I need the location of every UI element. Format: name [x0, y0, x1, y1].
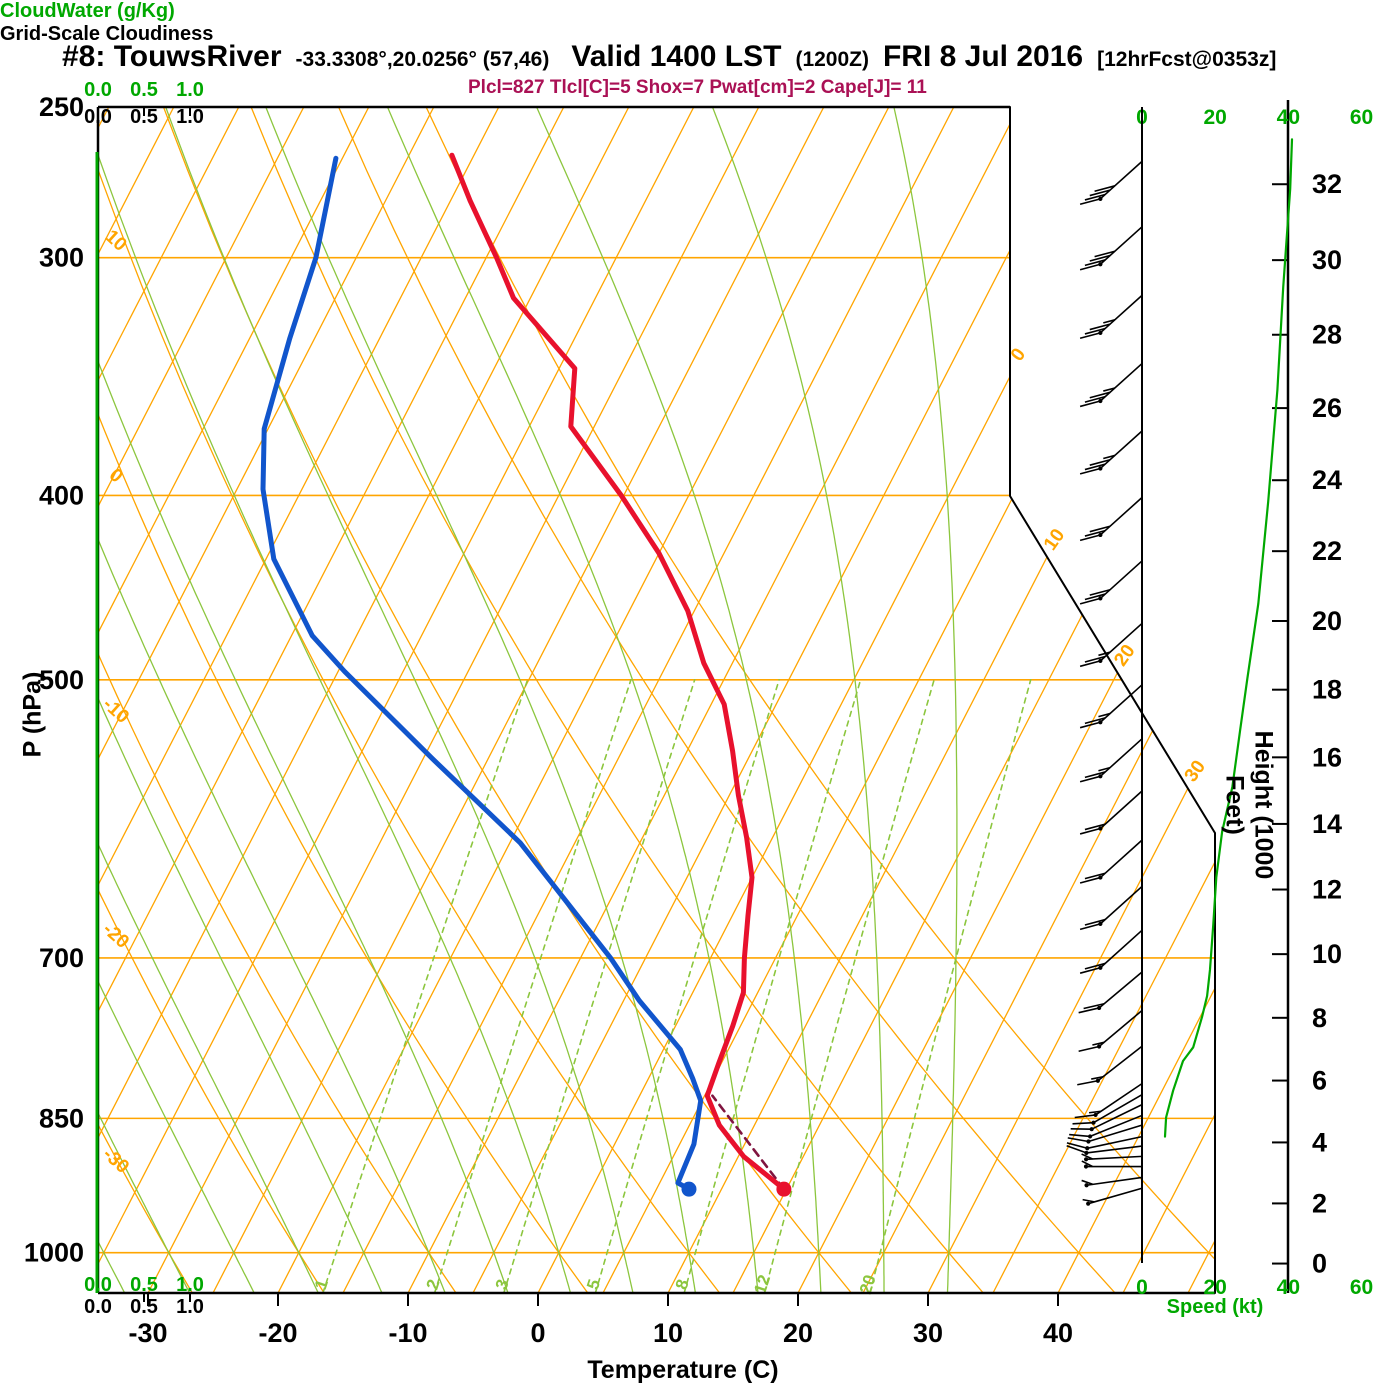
temperature-tick-labels: -30 -20 -10 0 10 20 30 40 — [128, 1293, 1073, 1348]
svg-text:60: 60 — [1350, 1276, 1373, 1299]
svg-text:10: 10 — [1040, 525, 1069, 554]
svg-text:-10: -10 — [388, 1318, 427, 1348]
svg-text:-20: -20 — [98, 919, 132, 953]
svg-text:-20: -20 — [258, 1318, 297, 1348]
svg-text:0.0: 0.0 — [84, 1274, 112, 1296]
svg-text:6: 6 — [1312, 1066, 1327, 1096]
cloud-scales: 0.00.00.00.00.50.50.50.51.01.01.01.0 — [84, 79, 204, 1318]
plot-borders — [95, 105, 1216, 1295]
dewpoint-curve — [260, 155, 704, 1192]
svg-text:30: 30 — [1181, 757, 1210, 786]
svg-text:32: 32 — [1312, 169, 1342, 199]
svg-text:20: 20 — [1110, 641, 1139, 670]
surface-temp-dot — [776, 1181, 792, 1197]
svg-text:250: 250 — [39, 92, 84, 122]
svg-text:0.5: 0.5 — [130, 106, 158, 128]
svg-text:20: 20 — [1312, 606, 1342, 636]
svg-text:20: 20 — [1203, 1276, 1226, 1299]
svg-text:10: 10 — [653, 1318, 683, 1348]
svg-text:12: 12 — [750, 1272, 774, 1296]
svg-text:1.0: 1.0 — [176, 1274, 204, 1296]
svg-text:24: 24 — [1312, 465, 1342, 495]
wind-speed-profile — [1163, 138, 1294, 1138]
svg-text:1.0: 1.0 — [176, 106, 204, 128]
svg-text:1: 1 — [311, 1277, 332, 1292]
surface-dewpoint-dot — [681, 1181, 697, 1197]
svg-text:1000: 1000 — [24, 1238, 84, 1268]
svg-text:-10: -10 — [98, 694, 132, 728]
surface-markers — [681, 1181, 792, 1197]
svg-text:4: 4 — [1312, 1127, 1327, 1157]
svg-text:5: 5 — [583, 1277, 604, 1292]
svg-text:10: 10 — [1312, 939, 1342, 969]
background-grid — [98, 107, 1215, 1293]
valid-time: Valid 1400 LST — [571, 40, 782, 73]
svg-text:10: 10 — [101, 226, 131, 256]
svg-text:0.5: 0.5 — [130, 79, 158, 101]
svg-text:30: 30 — [1312, 245, 1342, 275]
speed-axis-label: Speed (kt) — [1166, 1296, 1264, 1318]
svg-text:18: 18 — [1312, 675, 1342, 705]
svg-text:3: 3 — [492, 1277, 513, 1292]
svg-text:0: 0 — [530, 1318, 545, 1348]
temperature-axis-label: Temperature (C) — [587, 1356, 779, 1384]
svg-text:1.0: 1.0 — [176, 79, 204, 101]
forecast-tag: [12hrFcst@0353z] — [1097, 48, 1277, 71]
svg-text:20: 20 — [783, 1318, 813, 1348]
pressure-axis-label: P (hPa) — [18, 671, 47, 758]
stability-params: Plcl=827 Tlcl[C]=5 Shox=7 Pwat[cm]=2 Cap… — [468, 77, 927, 98]
svg-text:0.0: 0.0 — [84, 1296, 112, 1318]
svg-text:20: 20 — [856, 1272, 880, 1296]
height-axis-label: Height (1000 Feet) — [1220, 730, 1278, 880]
svg-text:850: 850 — [39, 1103, 84, 1133]
chart-title: #8: TouwsRiver -33.3308°,20.0256° (57,46)… — [62, 40, 1276, 74]
svg-text:8: 8 — [1312, 1003, 1327, 1033]
svg-text:0.0: 0.0 — [84, 79, 112, 101]
zulu-time: (1200Z) — [795, 48, 869, 71]
svg-text:500: 500 — [39, 665, 84, 695]
svg-text:0.0: 0.0 — [84, 106, 112, 128]
valid-date: FRI 8 Jul 2016 — [882, 40, 1084, 73]
svg-text:30: 30 — [913, 1318, 943, 1348]
station-coords: -33.3308°,20.0256° (57,46) — [295, 48, 550, 71]
svg-text:40: 40 — [1277, 1276, 1300, 1299]
svg-text:300: 300 — [39, 243, 84, 273]
svg-text:0.5: 0.5 — [130, 1296, 158, 1318]
svg-text:700: 700 — [39, 943, 84, 973]
svg-text:28: 28 — [1312, 320, 1342, 350]
svg-text:40: 40 — [1277, 106, 1300, 129]
svg-text:2: 2 — [423, 1277, 444, 1292]
svg-text:2: 2 — [1312, 1188, 1327, 1218]
svg-text:14: 14 — [1312, 809, 1342, 839]
svg-text:8: 8 — [672, 1277, 693, 1292]
wind-barbs — [1066, 107, 1143, 1263]
svg-text:0: 0 — [1136, 1276, 1148, 1299]
svg-text:60: 60 — [1350, 106, 1373, 129]
svg-text:400: 400 — [39, 480, 84, 510]
station-name: #8: TouwsRiver — [62, 40, 282, 73]
svg-text:12: 12 — [1312, 875, 1342, 905]
svg-text:-30: -30 — [128, 1318, 167, 1348]
svg-text:40: 40 — [1043, 1318, 1073, 1348]
pressure-tick-labels: 250 300 400 500 700 850 1000 — [24, 92, 84, 1268]
cloudwater-scale-label: CloudWater (g/Kg) — [0, 0, 175, 22]
svg-text:26: 26 — [1312, 393, 1342, 423]
cloudiness-scale-label: Grid-Scale Cloudiness — [0, 23, 214, 45]
svg-text:16: 16 — [1312, 742, 1342, 772]
svg-text:20: 20 — [1203, 106, 1226, 129]
svg-text:1.0: 1.0 — [176, 1296, 204, 1318]
svg-text:22: 22 — [1312, 536, 1342, 566]
svg-text:0.5: 0.5 — [130, 1274, 158, 1296]
svg-text:0: 0 — [1312, 1249, 1327, 1279]
temperature-curve — [449, 152, 787, 1192]
parcel-trace — [711, 1094, 786, 1191]
